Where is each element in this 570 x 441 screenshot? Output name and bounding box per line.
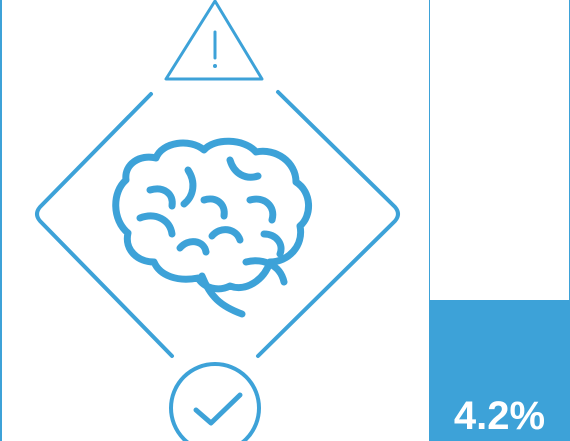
diamond-frame: [35, 90, 400, 358]
warning-triangle-icon: [164, 0, 264, 81]
brain-icon: [112, 137, 312, 318]
percentage-bar: 4.2%: [429, 0, 570, 441]
left-border: [0, 0, 2, 441]
percentage-bar-fill: [430, 299, 569, 441]
percentage-value: 4.2%: [453, 394, 546, 438]
brain-health-illustration: [35, 0, 400, 441]
check-circle-icon: [169, 362, 261, 441]
